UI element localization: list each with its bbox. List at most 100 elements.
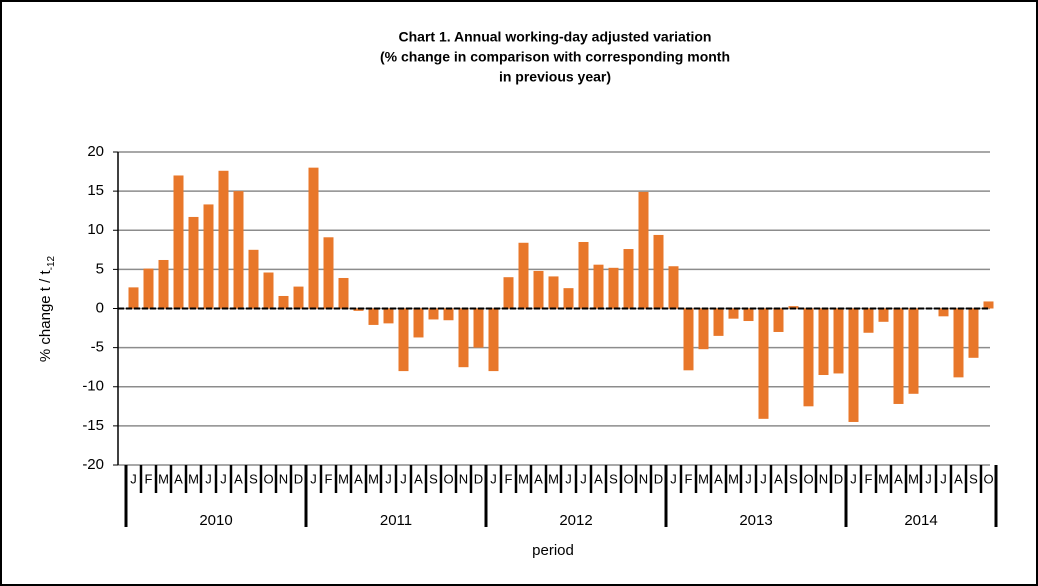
y-tick-label: -20 [82, 456, 104, 473]
bar [263, 272, 274, 309]
x-tick-label: O [263, 471, 273, 486]
y-tick-label: 10 [87, 221, 104, 238]
x-tick-label: A [234, 471, 243, 486]
x-tick-label: F [685, 471, 693, 486]
x-tick-label: M [518, 471, 529, 486]
bar [218, 170, 229, 309]
bar [818, 308, 829, 376]
bar [608, 267, 619, 309]
bar [653, 234, 664, 309]
bar [248, 249, 259, 309]
bar [893, 308, 904, 404]
x-axis-label: period [532, 542, 574, 559]
x-tick-label: A [714, 471, 723, 486]
x-tick-label: O [983, 471, 993, 486]
y-axis-label-text: % change t / t-12 [37, 255, 57, 362]
bar [203, 204, 214, 309]
x-tick-label: A [954, 471, 963, 486]
bar [473, 308, 484, 348]
x-tick-label: D [834, 471, 843, 486]
bar [728, 308, 739, 319]
bar [368, 308, 379, 325]
x-tick-label: O [803, 471, 813, 486]
bar [668, 266, 679, 309]
bar [938, 308, 949, 317]
x-tick-label: N [459, 471, 468, 486]
x-tick-label: A [414, 471, 423, 486]
x-group-label: 2014 [904, 512, 937, 529]
bar [848, 308, 859, 422]
bar [353, 308, 364, 311]
x-tick-label: J [925, 471, 932, 486]
bar [878, 308, 889, 322]
bar [578, 241, 589, 309]
x-tick-label: F [865, 471, 873, 486]
x-tick-label: J [670, 471, 677, 486]
bar [188, 216, 199, 309]
x-tick-label: N [819, 471, 828, 486]
bar [458, 308, 469, 368]
bar [743, 308, 754, 322]
x-tick-label: M [878, 471, 889, 486]
x-tick-label: S [249, 471, 258, 486]
y-axis-label: % change t / t-12 [37, 255, 57, 362]
bar [803, 308, 814, 407]
x-tick-label: O [623, 471, 633, 486]
bar [128, 287, 139, 309]
x-tick-label: F [145, 471, 153, 486]
bar [833, 308, 844, 374]
y-tick-label: -5 [91, 339, 104, 356]
bar [398, 308, 409, 372]
bar [503, 277, 514, 309]
x-group-label: 2010 [199, 512, 232, 529]
x-tick-label: A [354, 471, 363, 486]
y-label-subscript: -12 [46, 255, 57, 270]
x-tick-label: J [400, 471, 407, 486]
bar [593, 264, 604, 309]
x-tick-label: M [698, 471, 709, 486]
chart-title: (% change in comparison with correspondi… [380, 49, 730, 65]
x-tick-label: F [325, 471, 333, 486]
bar [323, 237, 334, 309]
y-label-main: % change t / t [37, 270, 54, 363]
x-tick-label: J [760, 471, 767, 486]
x-tick-label: S [609, 471, 618, 486]
x-tick-label: J [490, 471, 497, 486]
bar [713, 308, 724, 336]
x-tick-label: A [594, 471, 603, 486]
x-group-label: 2011 [380, 512, 412, 529]
x-tick-label: A [894, 471, 903, 486]
chart-title: in previous year) [499, 69, 611, 85]
bar [233, 191, 244, 309]
bar [968, 308, 979, 358]
x-tick-label: S [429, 471, 438, 486]
x-tick-label: S [789, 471, 798, 486]
x-tick-label: M [338, 471, 349, 486]
bar [158, 259, 169, 309]
bar [443, 308, 454, 321]
bar [698, 308, 709, 350]
bar [143, 268, 154, 309]
bar [548, 276, 559, 309]
x-tick-label: A [174, 471, 183, 486]
x-tick-label: J [205, 471, 212, 486]
bar [788, 306, 799, 309]
bar [428, 308, 439, 320]
y-tick-label: 5 [96, 260, 104, 277]
bar [773, 308, 784, 332]
x-tick-label: M [368, 471, 379, 486]
bar [413, 308, 424, 338]
x-tick-label: O [443, 471, 453, 486]
bar [488, 308, 499, 372]
x-tick-label: D [654, 471, 663, 486]
bar [518, 242, 529, 309]
x-tick-label: J [745, 471, 752, 486]
x-tick-label: S [969, 471, 978, 486]
x-tick-label: N [279, 471, 288, 486]
bar [308, 167, 319, 309]
x-tick-label: M [158, 471, 169, 486]
x-tick-label: M [908, 471, 919, 486]
bar [383, 308, 394, 324]
chart-title: Chart 1. Annual working-day adjusted var… [399, 29, 712, 45]
x-group-label: 2013 [739, 512, 772, 529]
